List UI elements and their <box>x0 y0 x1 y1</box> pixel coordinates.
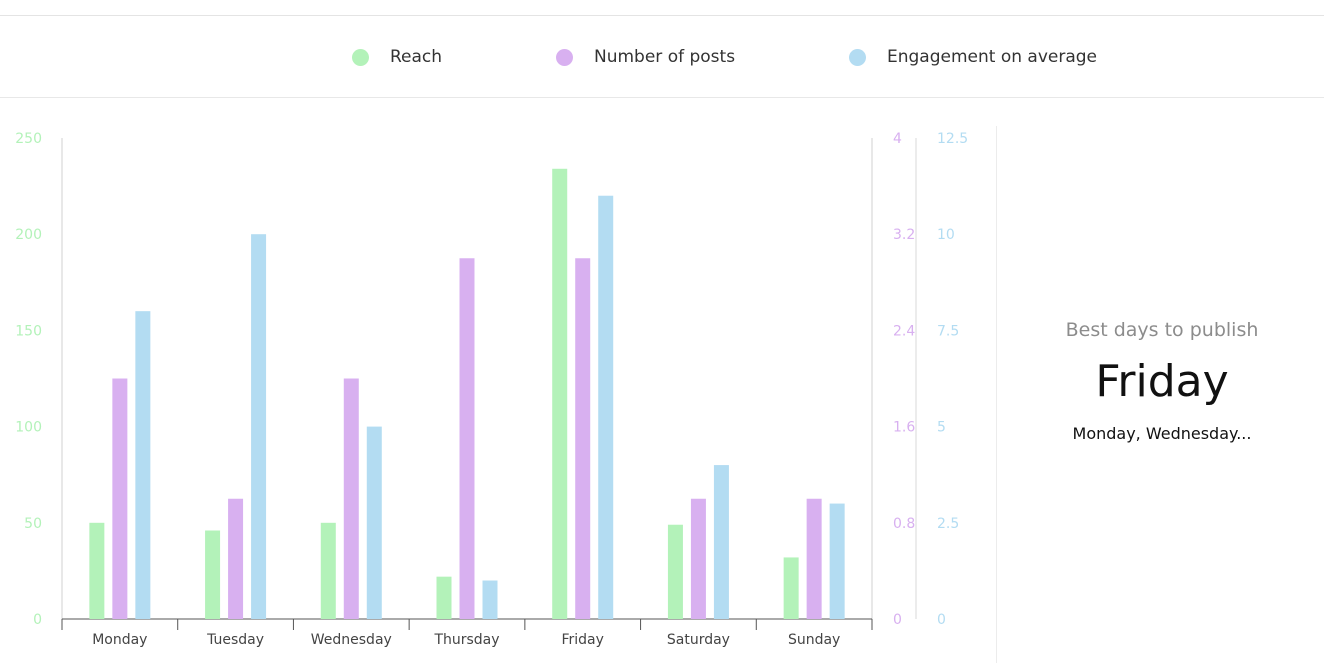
legend-item-engagement[interactable]: Engagement on average <box>849 44 1097 70</box>
reach-bar <box>436 576 452 619</box>
other-days-value: Monday, Wednesday... <box>1072 424 1252 443</box>
y-tick-label-left: 50 <box>24 516 42 532</box>
engagement-bar <box>251 234 267 619</box>
y-tick-label-left: 250 <box>15 131 42 147</box>
best-day-value: Friday <box>1095 356 1229 407</box>
engagement-bar <box>598 195 614 619</box>
engagement-bar <box>482 580 498 619</box>
x-tick-label: Sunday <box>788 632 840 648</box>
legend-divider <box>0 97 1324 98</box>
best-days-panel: Best days to publish Friday Monday, Wedn… <box>1000 310 1324 452</box>
engagement-bar <box>713 465 729 619</box>
x-tick-label: Friday <box>561 632 603 648</box>
y-tick-label-left: 0 <box>33 612 42 628</box>
legend-label-reach: Reach <box>390 47 443 67</box>
legend-label-engagement: Engagement on average <box>887 47 1098 67</box>
y-tick-label-right2: 0 <box>937 612 946 628</box>
legend-item-reach[interactable]: Reach <box>352 44 442 70</box>
legend-dot-engagement <box>849 48 866 66</box>
x-tick-label: Monday <box>92 632 147 648</box>
y-tick-label-left: 100 <box>15 420 42 436</box>
reach-bar <box>320 522 336 619</box>
y-tick-label-left: 150 <box>15 323 42 339</box>
posts-bar <box>690 498 706 619</box>
y-tick-label-right1: 1.6 <box>893 420 915 436</box>
x-tick-label: Tuesday <box>206 632 264 648</box>
y-tick-label-right2: 12.5 <box>937 131 968 147</box>
reach-bar <box>89 522 105 619</box>
y-tick-label-right2: 10 <box>937 227 955 243</box>
posts-bar <box>806 498 822 619</box>
legend-dot-posts <box>556 48 573 66</box>
x-tick-label: Wednesday <box>311 632 392 648</box>
reach-bar <box>783 557 799 619</box>
y-tick-label-right1: 4 <box>893 131 902 147</box>
y-tick-label-right1: 0.8 <box>893 516 915 532</box>
y-tick-label-right2: 7.5 <box>937 323 959 339</box>
y-tick-label-left: 200 <box>15 227 42 243</box>
x-tick-label: Thursday <box>433 632 499 648</box>
posts-bar <box>112 378 128 619</box>
side-divider <box>996 126 997 663</box>
posts-bar <box>459 258 475 619</box>
reach-bar <box>552 168 568 619</box>
x-tick-label: Saturday <box>667 632 730 648</box>
posts-bar <box>343 378 359 619</box>
reach-bar <box>205 530 221 619</box>
bar-chart: Monday Tuesday Wednesday Thursday Friday Satu… <box>15 131 968 648</box>
engagement-bar <box>366 426 382 619</box>
legend-dot-reach <box>352 48 369 66</box>
posts-bar <box>575 258 591 619</box>
y-tick-label-right1: 0 <box>893 612 902 628</box>
posts-bar <box>228 498 244 619</box>
legend-item-posts[interactable]: Number of posts <box>556 44 735 70</box>
y-tick-label-right2: 5 <box>937 420 946 436</box>
y-tick-label-right2: 2.5 <box>937 516 959 532</box>
engagement-bar <box>135 311 151 619</box>
best-days-title: Best days to publish <box>1065 319 1259 341</box>
y-tick-label-right1: 3.2 <box>893 227 915 243</box>
engagement-bar <box>829 503 845 619</box>
legend-label-posts: Number of posts <box>594 47 736 67</box>
top-divider <box>0 15 1324 16</box>
y-tick-label-right1: 2.4 <box>893 323 915 339</box>
reach-bar <box>667 524 683 619</box>
